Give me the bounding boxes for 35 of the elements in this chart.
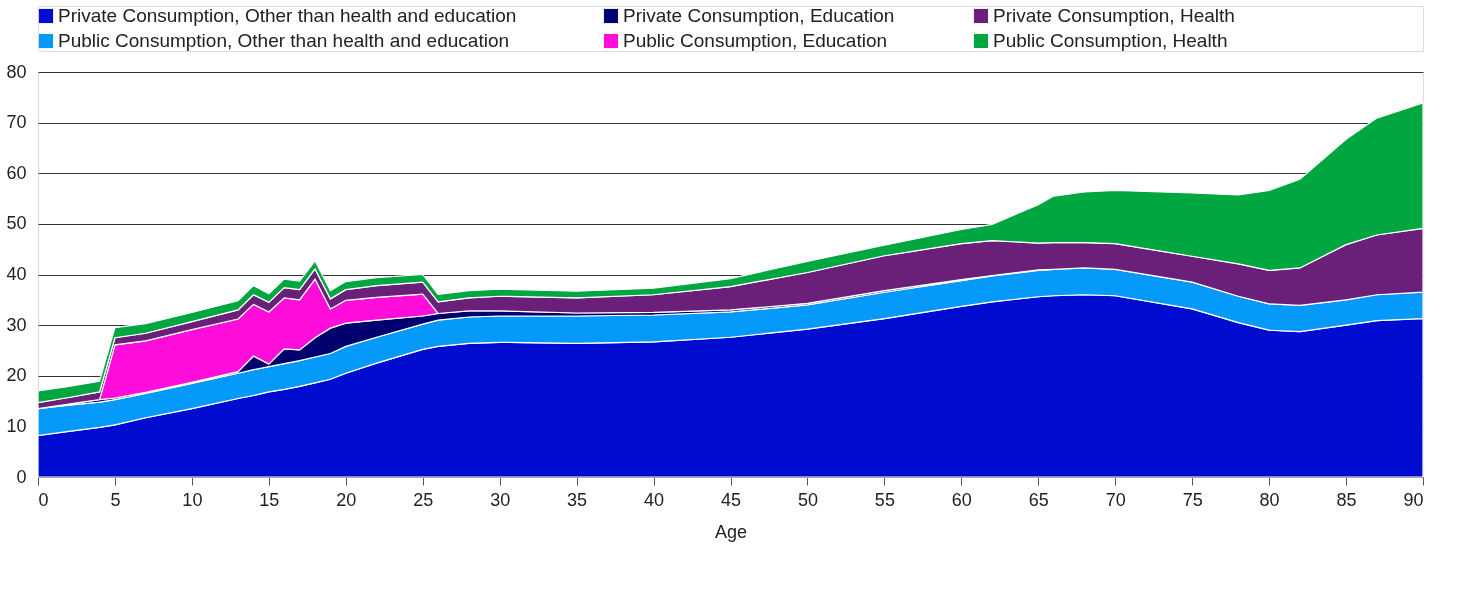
x-tick-label: 35: [567, 489, 588, 510]
legend-label: Public Consumption, Other than health and education: [58, 30, 510, 51]
x-tick-label: 30: [490, 489, 511, 510]
legend-label: Private Consumption, Other than health and education: [58, 5, 517, 26]
y-tick-label: 40: [6, 264, 27, 284]
x-tick-label: 55: [874, 489, 895, 510]
x-axis-title: Age: [714, 521, 748, 542]
y-tick-label: 60: [6, 162, 27, 183]
y-tick-label: 50: [6, 213, 27, 234]
x-tick-label: 85: [1336, 489, 1357, 510]
x-tick-label: 60: [951, 489, 972, 510]
y-tick-label: 20: [6, 365, 27, 386]
x-tick-label: 25: [413, 489, 434, 510]
x-tick-label: 50: [797, 489, 818, 510]
x-tick-label: 5: [110, 489, 121, 510]
legend-label: Private Consumption, Education: [623, 5, 895, 26]
x-tick-label: 0: [38, 489, 49, 510]
x-tick-label: 75: [1182, 489, 1203, 510]
y-tick-label: 30: [6, 314, 27, 335]
x-tick-label: 90: [1403, 489, 1424, 510]
x-tick-label: 20: [336, 489, 357, 510]
legend-label: Public Consumption, Health: [993, 30, 1228, 51]
x-tick-label: 70: [1105, 489, 1126, 510]
x-tick-label: 65: [1028, 489, 1049, 510]
x-tick-label: 40: [644, 489, 665, 510]
y-tick-label: 70: [6, 112, 27, 133]
y-tick-label: 80: [6, 61, 27, 82]
legend-label: Public Consumption, Education: [623, 30, 888, 51]
y-tick-label: 10: [6, 415, 27, 436]
x-tick-label: 45: [720, 489, 742, 510]
x-tick-label: 80: [1259, 489, 1280, 510]
x-tick-label: 10: [182, 489, 203, 510]
y-tick-label: 0: [16, 466, 27, 487]
x-tick-label: 15: [259, 489, 280, 510]
legend-label: Private Consumption, Health: [993, 5, 1235, 26]
